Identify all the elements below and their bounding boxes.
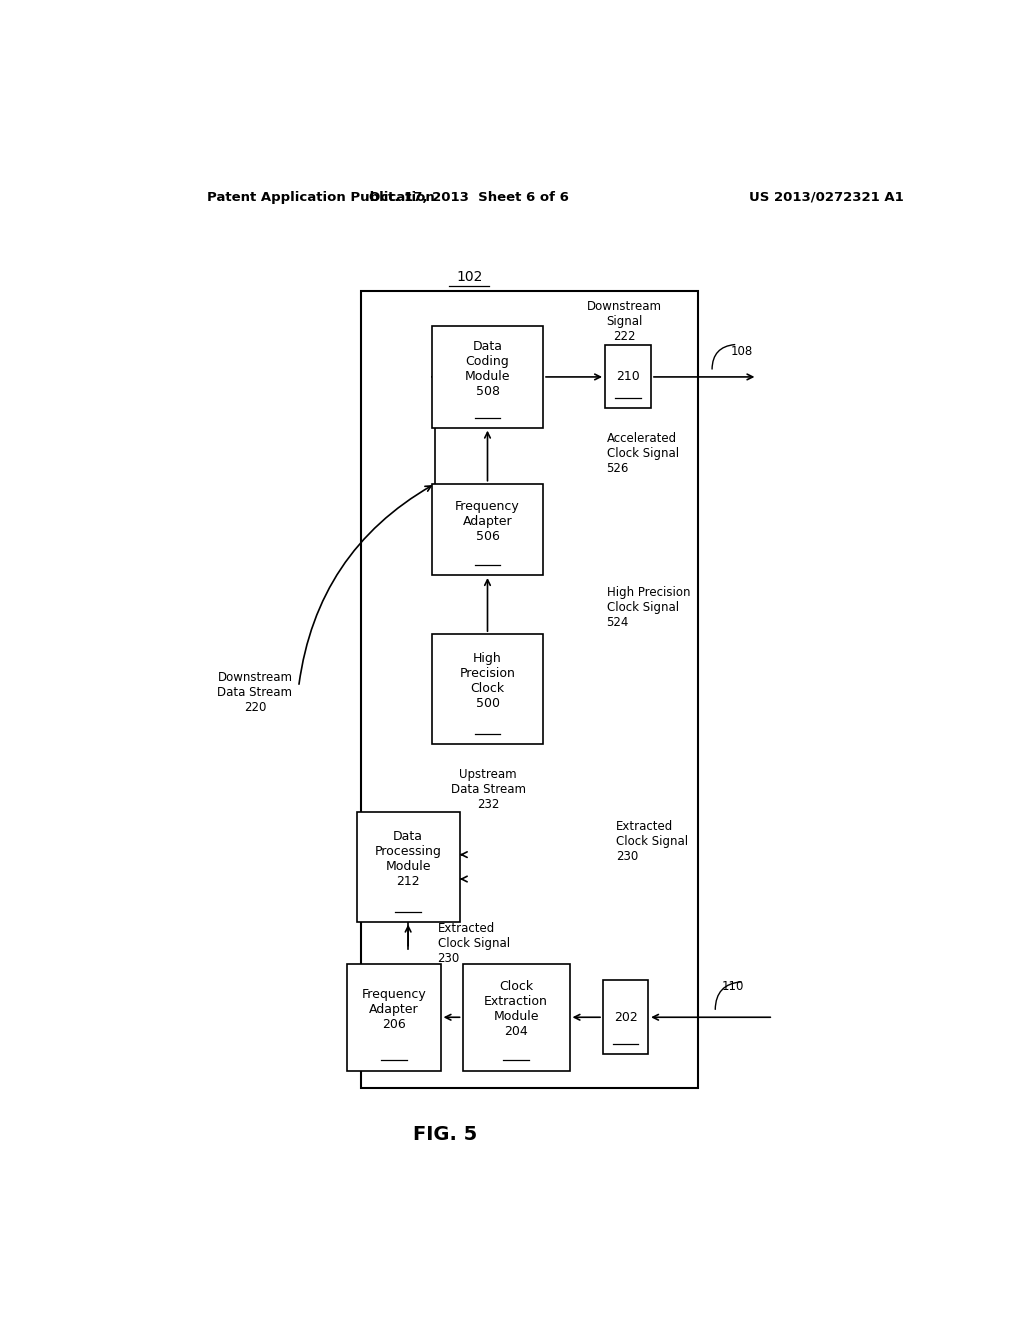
Text: FIG. 5: FIG. 5 [414,1125,477,1143]
Text: Downstream
Signal
222: Downstream Signal 222 [587,300,662,342]
Text: Data
Coding
Module
508: Data Coding Module 508 [465,339,510,397]
Text: Clock
Extraction
Module
204: Clock Extraction Module 204 [484,981,548,1038]
Text: 108: 108 [731,345,754,358]
Text: Upstream
Data Stream
232: Upstream Data Stream 232 [451,768,525,810]
Text: 102: 102 [456,271,482,284]
Text: Extracted
Clock Signal
230: Extracted Clock Signal 230 [437,921,510,965]
Text: US 2013/0272321 A1: US 2013/0272321 A1 [749,190,904,203]
Bar [463,964,569,1071]
Text: 210: 210 [616,371,640,383]
Text: Frequency
Adapter
206: Frequency Adapter 206 [361,987,426,1031]
Text: High Precision
Clock Signal
524: High Precision Clock Signal 524 [606,586,690,630]
Text: Frequency
Adapter
506: Frequency Adapter 506 [455,500,520,543]
Text: Oct. 17, 2013  Sheet 6 of 6: Oct. 17, 2013 Sheet 6 of 6 [370,190,569,203]
Text: 110: 110 [722,981,744,993]
Bar [603,981,648,1055]
Text: Accelerated
Clock Signal
526: Accelerated Clock Signal 526 [606,432,679,475]
Text: 202: 202 [613,1011,638,1024]
Bar [432,634,543,744]
Bar [356,812,460,921]
Bar [432,326,543,428]
Text: Downstream
Data Stream
220: Downstream Data Stream 220 [217,671,293,714]
Text: Patent Application Publication: Patent Application Publication [207,190,435,203]
Text: High
Precision
Clock
500: High Precision Clock 500 [460,652,515,710]
Text: Data
Processing
Module
212: Data Processing Module 212 [375,830,441,887]
Bar [432,483,543,576]
Text: Extracted
Clock Signal
230: Extracted Clock Signal 230 [616,820,688,863]
Bar [605,346,651,408]
Bar [347,964,440,1071]
Bar [360,290,697,1089]
